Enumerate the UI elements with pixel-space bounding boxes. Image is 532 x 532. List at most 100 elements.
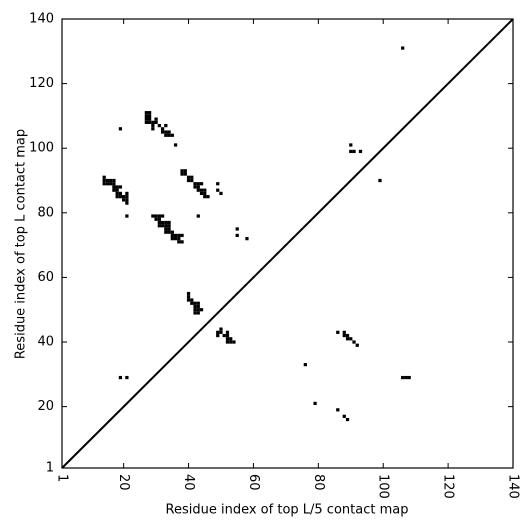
- diagonal-line: [61, 18, 514, 469]
- contact-point: [154, 217, 158, 221]
- contact-point: [147, 117, 152, 121]
- contact-point: [118, 195, 123, 199]
- contact-point: [203, 188, 207, 192]
- contact-point: [219, 330, 223, 334]
- contact-point: [219, 191, 223, 196]
- contact-point: [170, 237, 174, 241]
- y-tick-label: 80: [37, 205, 54, 220]
- contact-point: [199, 188, 204, 192]
- contact-point: [193, 311, 197, 315]
- contact-point: [193, 301, 197, 305]
- contact-point: [225, 330, 230, 334]
- contact-point: [115, 185, 119, 189]
- y-axis-label: Residue index of top L contact map: [14, 129, 29, 359]
- contact-point: [112, 182, 116, 186]
- contact-point: [235, 233, 239, 238]
- contact-point: [164, 130, 168, 134]
- contact-point: [118, 375, 123, 380]
- contact-point: [232, 340, 236, 344]
- contact-point: [203, 195, 207, 199]
- contact-point: [167, 227, 171, 231]
- contact-point: [112, 188, 116, 192]
- contact-point: [196, 311, 200, 315]
- contact-point: [167, 230, 171, 234]
- contact-point: [349, 149, 353, 154]
- contact-point: [180, 169, 184, 173]
- contact-point: [115, 195, 119, 199]
- contact-point: [196, 182, 200, 186]
- contact-point: [336, 408, 340, 412]
- contact-point: [122, 195, 126, 199]
- contact-point: [177, 240, 181, 244]
- contact-point: [154, 120, 158, 124]
- contact-point: [170, 230, 174, 234]
- contact-point: [109, 178, 113, 183]
- contact-point: [125, 214, 129, 218]
- contact-point: [193, 304, 197, 309]
- contact-point: [115, 188, 119, 192]
- contact-point: [378, 178, 382, 183]
- contact-point: [125, 198, 129, 202]
- contact-point: [118, 185, 123, 189]
- contact-point: [190, 301, 194, 305]
- contact-point: [345, 333, 350, 338]
- contact-point: [180, 240, 184, 244]
- contact-point: [199, 191, 204, 196]
- contact-point: [190, 178, 194, 183]
- x-tick-label: 120: [441, 474, 456, 499]
- contact-point: [190, 175, 194, 179]
- contact-point: [206, 195, 210, 199]
- contact-point: [245, 237, 249, 241]
- contact-point: [222, 333, 226, 338]
- contact-point: [199, 308, 204, 312]
- contact-point: [164, 220, 168, 225]
- contact-point: [180, 233, 184, 238]
- contact-point: [167, 224, 171, 228]
- contact-point: [177, 237, 181, 241]
- contact-point: [177, 233, 181, 238]
- contact-point: [118, 191, 123, 196]
- contact-point: [164, 227, 168, 231]
- y-tick-label: 1: [46, 461, 54, 476]
- x-tick-label: 60: [246, 474, 261, 491]
- x-tick-label: 140: [506, 474, 521, 499]
- contact-point: [186, 178, 191, 183]
- contact-point: [196, 185, 200, 189]
- contact-point: [157, 123, 161, 128]
- contact-point: [125, 191, 129, 196]
- contact-point: [349, 337, 353, 341]
- contact-point: [186, 298, 191, 302]
- contact-point: [219, 327, 223, 331]
- contact-point: [167, 133, 171, 137]
- contact-point: [336, 330, 340, 334]
- contact-point: [229, 340, 233, 344]
- contact-point: [157, 224, 161, 228]
- contact-point: [183, 172, 187, 176]
- contact-point: [112, 178, 116, 183]
- contact-point: [102, 182, 106, 186]
- contact-point: [401, 46, 405, 50]
- y-tick-label: 140: [29, 12, 54, 27]
- contact-point: [216, 188, 220, 192]
- contact-point: [151, 127, 155, 131]
- contact-point: [147, 120, 152, 124]
- x-tick-label: 80: [311, 474, 326, 491]
- contact-point: [229, 337, 233, 341]
- contact-point: [157, 217, 161, 221]
- x-tick-label: 40: [181, 474, 196, 491]
- y-tick-label: 100: [29, 141, 54, 156]
- contact-point: [157, 220, 161, 225]
- contact-point: [349, 143, 353, 147]
- contact-point: [193, 185, 197, 189]
- contact-point: [151, 120, 155, 124]
- contact-point: [147, 111, 152, 115]
- contact-point: [125, 195, 129, 199]
- contact-point: [102, 178, 106, 183]
- contact-point: [225, 333, 230, 338]
- contact-point: [196, 304, 200, 309]
- contact-point: [170, 133, 174, 137]
- contact-point: [180, 172, 184, 176]
- contact-point: [196, 188, 200, 192]
- contact-point: [358, 149, 363, 154]
